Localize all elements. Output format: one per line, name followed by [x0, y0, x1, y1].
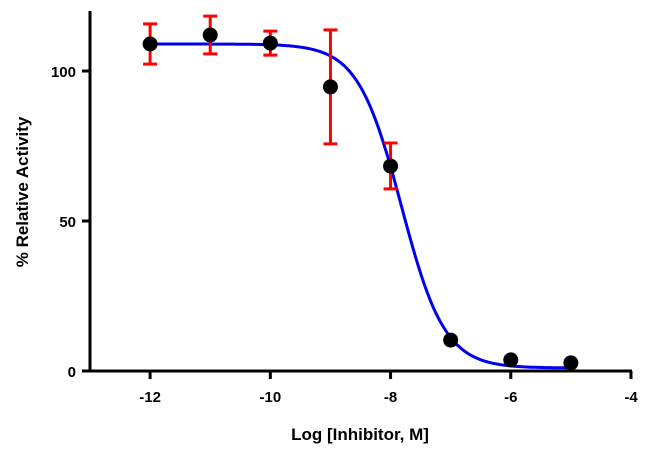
y-tick-label: 0 — [68, 364, 76, 381]
data-point — [202, 27, 218, 43]
fit-curve-group — [150, 42, 571, 370]
x-tick-label: -4 — [624, 389, 638, 406]
data-point — [503, 352, 519, 368]
data-point — [322, 79, 338, 95]
data-points-group — [142, 27, 579, 371]
axes: -12 -10 -8 -6 -4 0 50 100 — [51, 11, 638, 406]
y-tick-label: 50 — [59, 214, 76, 231]
fit-curve — [150, 42, 571, 370]
x-tick-label: -10 — [259, 389, 281, 406]
x-tick-label: -6 — [504, 389, 517, 406]
data-point — [563, 355, 579, 371]
data-point — [443, 332, 459, 348]
y-axis-label: % Relative Activity — [13, 116, 32, 267]
x-axis-label: Log [Inhibitor, M] — [291, 425, 429, 444]
x-tick-label: -8 — [384, 389, 397, 406]
data-point — [383, 158, 399, 174]
y-tick-label: 100 — [51, 64, 76, 81]
x-tick-label: -12 — [139, 389, 161, 406]
data-point — [142, 36, 158, 52]
data-point — [262, 35, 278, 51]
